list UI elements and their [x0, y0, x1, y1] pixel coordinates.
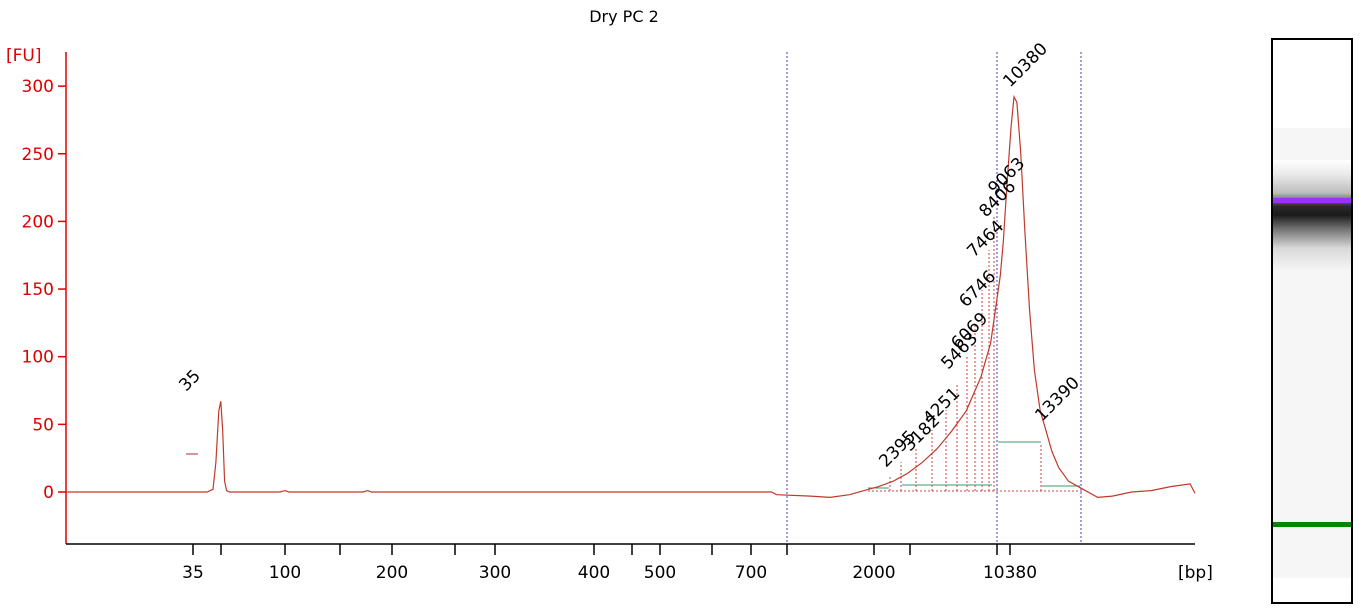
region-bins: [868, 215, 1083, 492]
y-tick-label: 200: [22, 212, 54, 232]
y-tick-label: 50: [32, 415, 54, 435]
x-tick-label: 400: [578, 563, 610, 583]
trace-line: [66, 94, 1196, 499]
peak-label-13390: 13390: [1031, 373, 1083, 425]
electropherogram-chart: Dry PC 2 [FU] [bp] 0 50 100 150 200 250 300 35…: [6, 7, 1213, 583]
chart-title: Dry PC 2: [589, 7, 659, 26]
y-tick-label: 300: [22, 77, 54, 97]
gel-lane: [1271, 38, 1353, 604]
lower-marker-band: [1273, 522, 1351, 527]
x-tick-label: 35: [182, 563, 204, 583]
upper-marker-band: [1273, 198, 1351, 203]
peak-label-35: 35: [175, 366, 204, 395]
peak-label-6746: 6746: [955, 267, 1000, 312]
gel-lane-image: [1273, 128, 1351, 578]
x-tick-label: 2000: [852, 563, 895, 583]
peak-label-10380: 10380: [999, 39, 1051, 91]
x-tick-label: 10380: [983, 563, 1037, 583]
y-tick-label: 100: [22, 348, 54, 368]
y-tick-label: 250: [22, 145, 54, 165]
y-tick-label: 0: [43, 483, 54, 503]
y-tick-label: 150: [22, 280, 54, 300]
x-tick-label: 200: [376, 563, 408, 583]
x-axis-label: [bp]: [1178, 563, 1213, 583]
y-axis-label: [FU]: [6, 46, 42, 66]
x-tick-label: 500: [644, 563, 676, 583]
peak-label-7464: 7464: [963, 217, 1008, 262]
x-tick-label: 700: [735, 563, 767, 583]
x-tick-label: 100: [269, 563, 301, 583]
x-tick-label: 300: [479, 563, 511, 583]
sample-smear: [1273, 160, 1351, 270]
